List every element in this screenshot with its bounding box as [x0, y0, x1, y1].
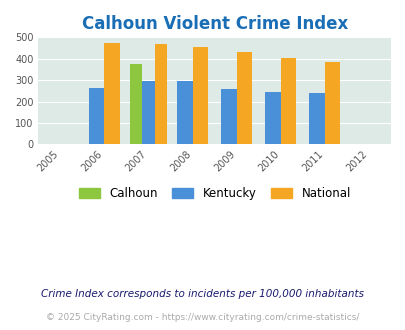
Bar [104, 43, 119, 145]
Title: Calhoun Violent Crime Index: Calhoun Violent Crime Index [81, 15, 347, 33]
Legend: Calhoun, Kentucky, National: Calhoun, Kentucky, National [74, 182, 355, 205]
Bar [177, 81, 192, 145]
Text: Crime Index corresponds to incidents per 100,000 inhabitants: Crime Index corresponds to incidents per… [41, 289, 364, 299]
Bar [221, 89, 236, 145]
Bar [192, 47, 207, 145]
Text: © 2025 CityRating.com - https://www.cityrating.com/crime-statistics/: © 2025 CityRating.com - https://www.city… [46, 313, 359, 322]
Bar [142, 81, 154, 145]
Bar [265, 92, 280, 145]
Bar [280, 58, 296, 145]
Bar [154, 45, 167, 145]
Bar [236, 52, 252, 145]
Bar [130, 64, 142, 145]
Bar [309, 93, 324, 145]
Bar [324, 61, 339, 145]
Bar [89, 88, 104, 145]
